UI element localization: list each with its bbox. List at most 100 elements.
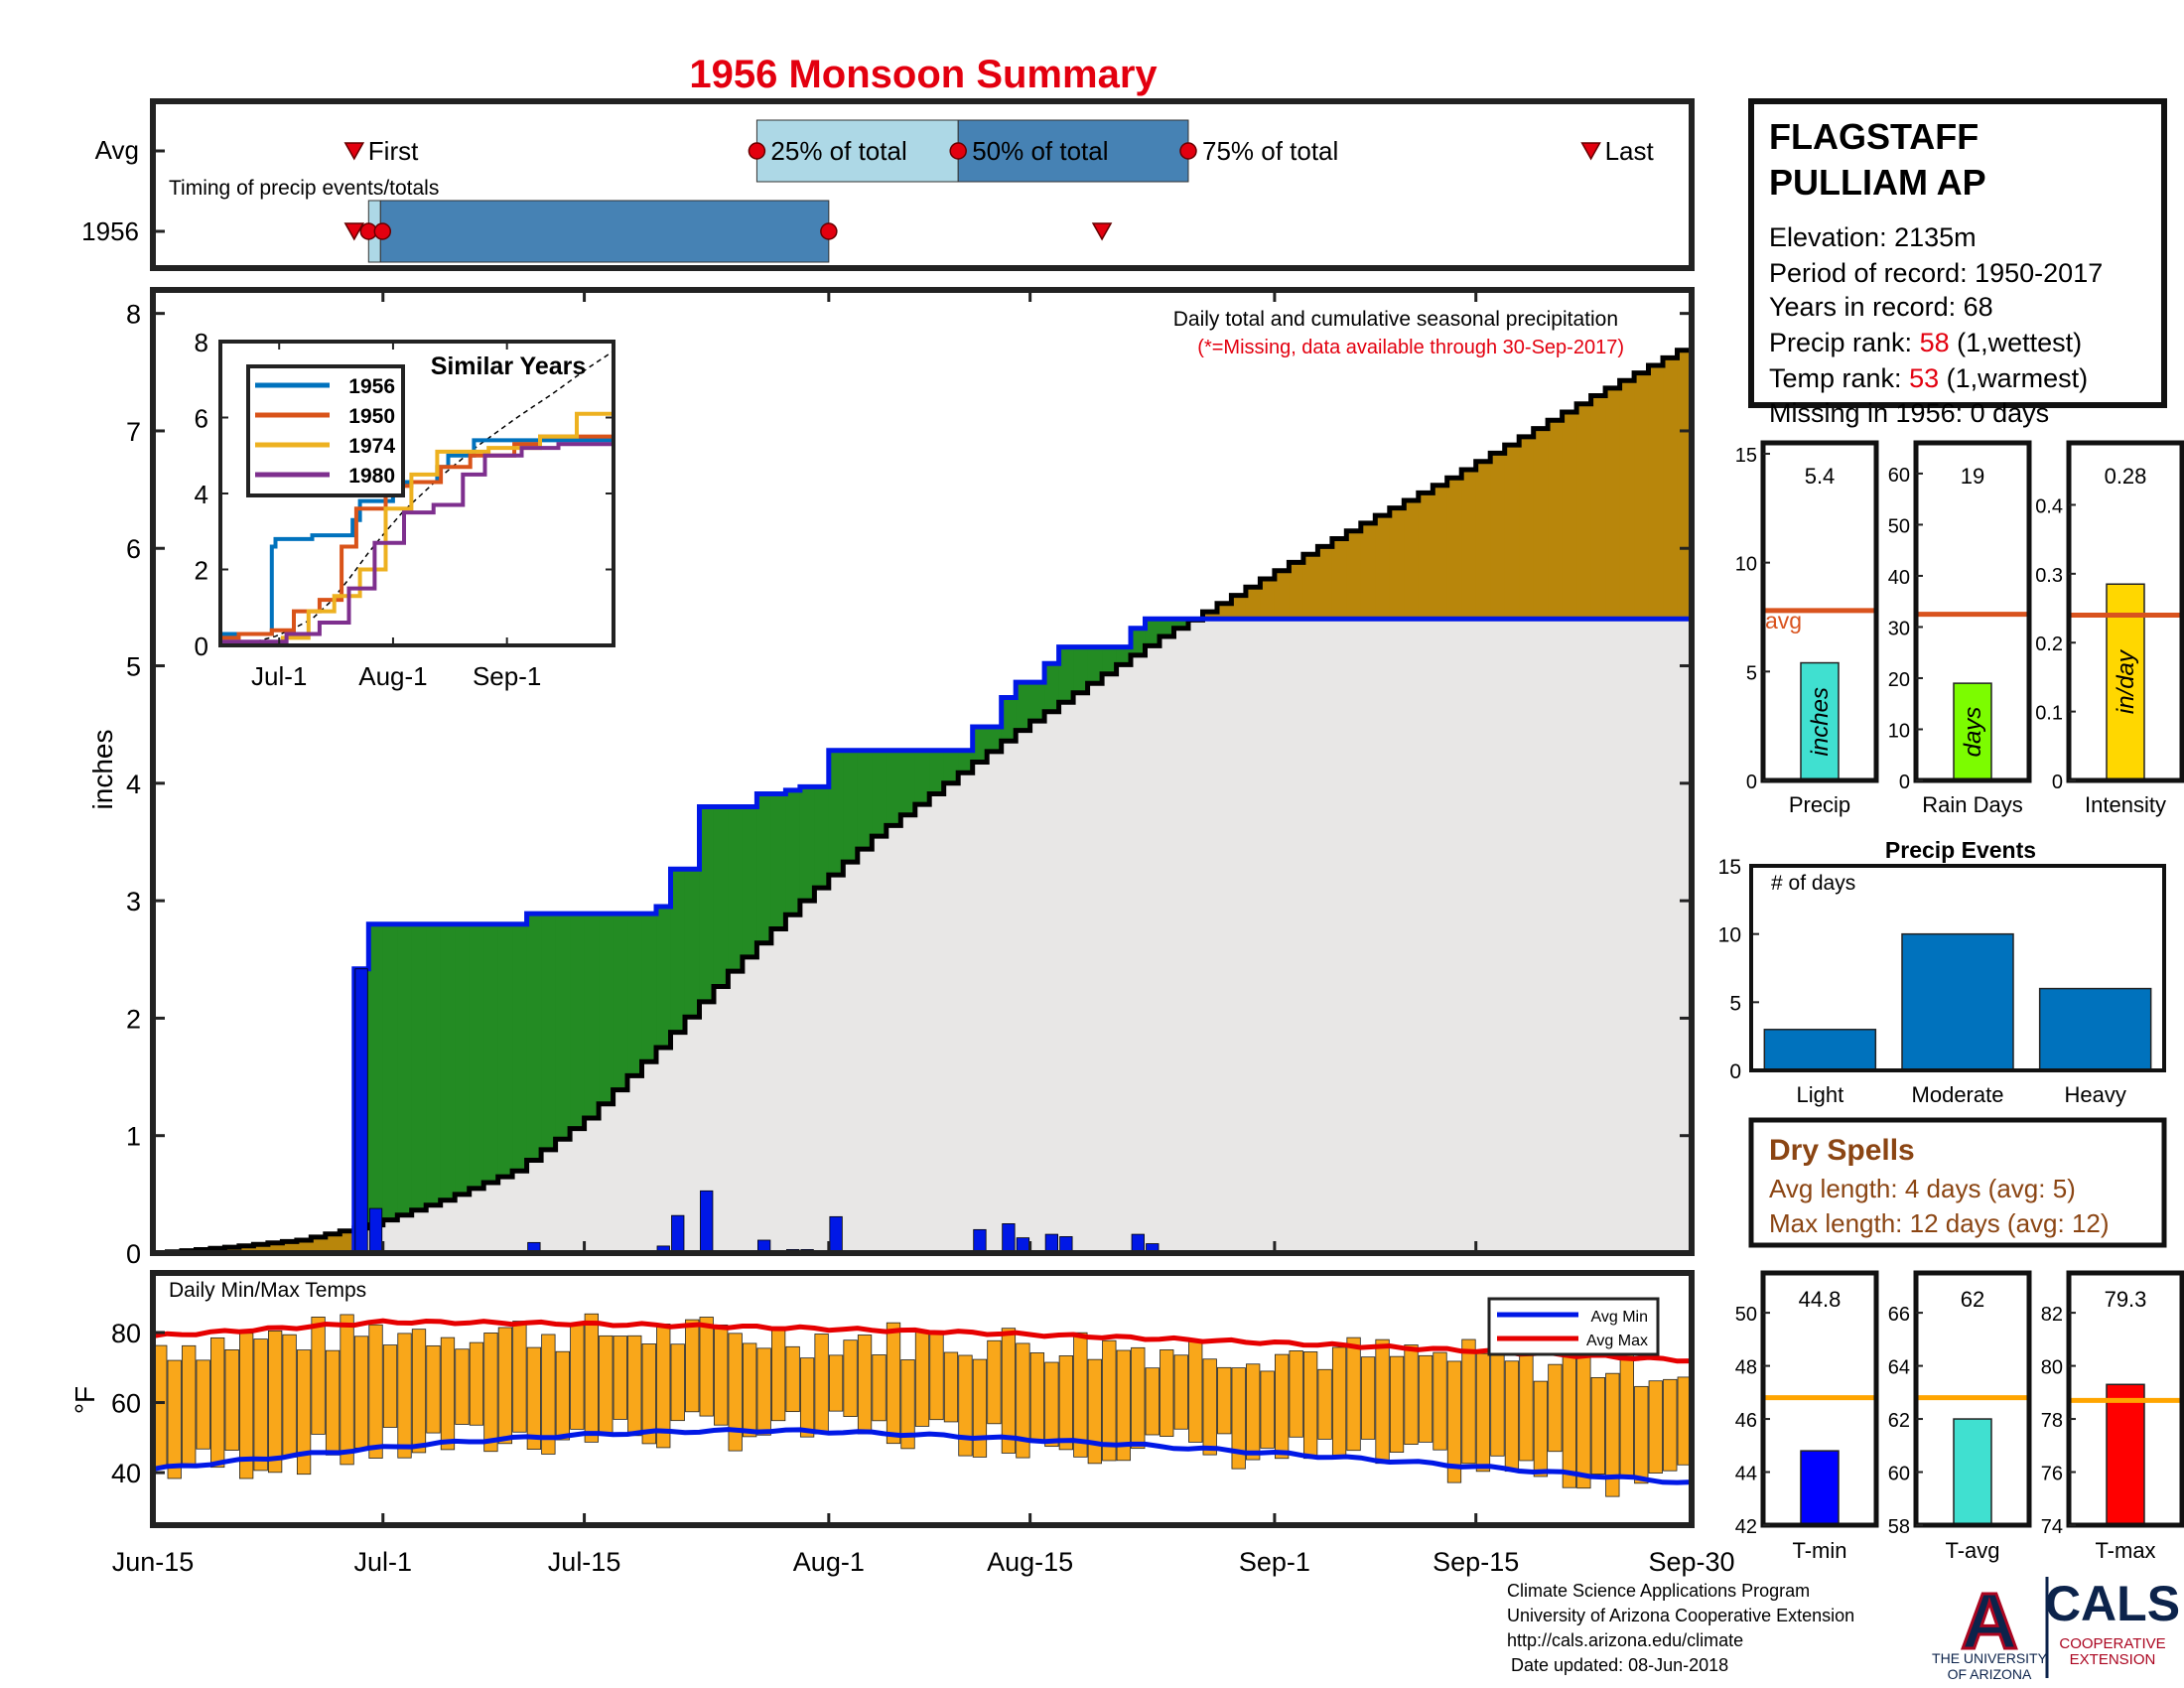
footer-credits: Climate Science Applications Program Uni… [1507,1581,1854,1675]
daily-precip-bar [973,1228,987,1254]
precip-y-tick-label: 0.2 [2035,633,2063,655]
above-normal-fill-day [1131,628,1147,655]
legend-label-avg-max: Avg Max [1586,1333,1648,1349]
daily-temp-bar [483,1333,498,1453]
above-normal-fill-day [742,806,758,957]
events-category-label: Moderate [1912,1082,2004,1107]
precip-y-tick-label: 15 [1735,445,1757,467]
above-normal-fill-day [641,914,657,1062]
inset-legend-label-1974: 1974 [348,435,395,458]
daily-precip-bar [1002,1223,1016,1254]
daily-temp-bar [1634,1385,1649,1484]
temps-y-tick-label: 40 [111,1459,141,1488]
daily-temp-bar [455,1348,470,1425]
daily-temp-bar [555,1350,570,1441]
main-y-tick-label: 0 [126,1239,141,1269]
daily-temp-bar [1533,1380,1549,1477]
temp-rank-value: 53 [1909,363,1939,393]
precip-value-label: 19 [1961,464,1984,489]
daily-temp-bar [1389,1355,1405,1453]
temp-category-label: T-avg [1945,1538,1999,1563]
daily-temp-bar [397,1333,412,1459]
temp-panel-frame [1913,1270,2032,1528]
deficit-fill-day [1231,595,1247,620]
above-normal-fill-day [914,750,930,805]
main-y-tick-label: 7 [126,417,141,447]
temp-category-label: T-max [2095,1538,2155,1563]
footer-line3: http://cals.arizona.edu/climate [1507,1630,1743,1650]
temp-y-tick-label: 42 [1735,1516,1757,1538]
daily-precip-bar [671,1214,685,1254]
above-normal-fill-day [497,923,513,1178]
daily-temp-bar [872,1354,887,1422]
inset-series-1956 [220,438,614,636]
daily-temp-bar [714,1324,729,1426]
similar-years-plot: 0 2 4 6 8 Jul-1 Aug-1 Sep-1 1956 1950 1974 1980 [195,328,615,691]
station-precip-rank: Precip rank: 58 (1,wettest) [1769,328,2082,357]
deficit-fill-day [1605,387,1621,620]
deficit-fill-day [1433,485,1448,620]
precip-rank-note: (1,wettest) [1950,328,2083,357]
x-tick-label: Jun-15 [112,1547,195,1577]
daily-temp-bar [770,1328,786,1422]
timing-frame [150,98,1695,271]
above-normal-fill-day [469,923,484,1189]
timing-avg-box-25-50 [755,119,959,183]
daily-temp-bar [1490,1349,1505,1457]
main-y-tick-label: 6 [126,534,141,564]
daily-temp-bar [526,1346,542,1450]
above-normal-fill-day [684,869,701,1018]
events-y-tick-label: 5 [1729,992,1741,1015]
footer-line1: Climate Science Applications Program [1507,1581,1810,1601]
precip-stat-panels: 0 5 10 15 5.4 Precip inches avg 0 10 20 30 40 50 60 19 R… [1735,440,2184,817]
main-y-tick-label: 4 [126,770,141,799]
daily-temp-bar [512,1321,527,1433]
above-normal-fill-day [670,869,686,1033]
daily-temp-bar [311,1317,326,1435]
daily-temp-bar [1188,1338,1203,1443]
above-normal-fill-day [857,750,873,850]
timing-avg-p75-marker [1179,142,1197,160]
daily-temp-bar [584,1313,599,1443]
daily-temp-bar [987,1339,1002,1425]
above-normal-fill-day [843,750,859,863]
deficit-fill-day [1548,420,1564,620]
avg-min-line [152,1427,1693,1485]
inset-x-tick-label: Jul-1 [251,661,307,691]
daily-temp-bar [1058,1355,1074,1451]
main-y-axis-label: inches [87,730,118,810]
daily-temp-bar [943,1351,959,1423]
daily-temp-bar [1145,1367,1160,1436]
daily-temp-bar [382,1344,398,1428]
temp-stat-panels: 42 44 46 48 50 44.8 T-min 58 60 62 64 66 62 T-avg 74 76… [1735,1270,2184,1563]
deficit-fill-day [238,1245,255,1253]
deficit-fill-day [1245,587,1262,620]
deficit-fill-day [1619,380,1635,620]
deficit-fill-day [1490,453,1506,620]
daily-temp-bar [1605,1372,1620,1497]
above-normal-fill-day [799,786,815,902]
daily-temp-bar [1016,1342,1030,1459]
above-normal-fill-day [828,750,844,876]
above-normal-fill-day [1087,646,1103,684]
inset-title: Similar Years [431,352,587,380]
main-y-tick-label: 1 [126,1122,141,1152]
cumulative-average-line [153,348,1692,1256]
precip-y-tick-label: 60 [1888,465,1910,487]
deficit-fill-day [1346,530,1362,620]
daily-temp-bar [1116,1349,1131,1462]
above-normal-fill-day [440,923,456,1200]
precip-y-tick-label: 10 [1888,720,1910,742]
above-normal-fill-day [584,914,600,1118]
deficit-fill-day [1677,350,1693,620]
above-normal-fill-day [1116,646,1132,665]
inset-legend-label-1950: 1950 [348,405,395,428]
above-normal-fill-day [886,750,901,826]
daily-temp-bar [1131,1346,1146,1450]
main-y-tick-label: 8 [126,300,141,330]
daily-temp-bar [1275,1353,1290,1460]
deficit-fill-day [1260,579,1276,620]
precip-y-tick-label: 50 [1888,515,1910,537]
inset-x-tick-label: Sep-1 [473,661,541,691]
